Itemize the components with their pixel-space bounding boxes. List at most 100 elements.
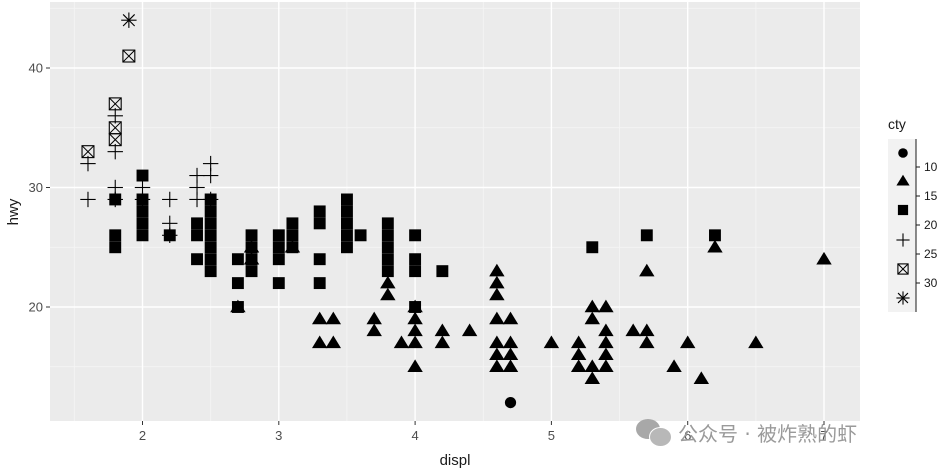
data-point	[107, 143, 123, 160]
data-point	[341, 205, 353, 218]
data-point	[489, 335, 505, 349]
x-tick-label: 2	[139, 428, 146, 443]
data-point	[639, 263, 655, 277]
data-point	[286, 229, 299, 242]
data-point	[341, 217, 353, 230]
data-point	[272, 229, 285, 242]
data-point	[640, 229, 653, 242]
data-point	[204, 205, 217, 218]
data-point	[407, 323, 423, 337]
data-point	[313, 253, 326, 266]
watermark-text: 公众号 · 被炸熟的虾	[678, 422, 858, 446]
y-tick-label: 40	[29, 61, 43, 76]
legend-label: 20	[924, 218, 938, 232]
data-point	[272, 241, 285, 254]
data-point	[504, 397, 517, 409]
data-point	[313, 217, 326, 230]
data-point	[598, 323, 614, 337]
data-point	[107, 108, 123, 124]
data-point	[381, 253, 394, 266]
data-point	[204, 229, 217, 242]
data-point	[202, 155, 219, 172]
legend-label: 30	[924, 276, 938, 290]
gridlines	[50, 2, 860, 421]
data-point	[204, 253, 217, 266]
data-point	[502, 335, 519, 349]
legend-key-square-icon	[897, 204, 909, 216]
data-point	[407, 359, 423, 372]
data-point	[325, 311, 342, 325]
data-point	[434, 335, 451, 349]
data-point	[313, 205, 326, 218]
data-point	[666, 359, 682, 372]
legend-key-triangle-icon	[896, 174, 910, 186]
x-tick-label: 4	[411, 428, 418, 443]
data-point	[272, 253, 285, 266]
data-point	[81, 145, 95, 159]
legend-keys	[896, 148, 910, 305]
x-axis-title: displ	[440, 452, 471, 469]
data-point	[108, 97, 122, 111]
data-point	[366, 323, 382, 337]
watermark: 公众号 · 被炸熟的虾	[636, 418, 857, 447]
data-point	[366, 311, 382, 325]
data-point	[204, 241, 217, 254]
data-point	[80, 191, 96, 208]
data-point	[245, 241, 258, 254]
data-point	[231, 301, 244, 313]
data-point	[381, 217, 394, 230]
data-point	[191, 217, 203, 230]
y-axis-title: hwy	[5, 198, 22, 225]
data-point	[584, 371, 600, 384]
data-point	[381, 265, 394, 278]
data-point	[80, 155, 96, 172]
data-point	[204, 217, 217, 230]
data-point	[121, 12, 137, 28]
wechat-icon	[636, 418, 672, 447]
data-point	[189, 167, 205, 184]
data-point	[272, 277, 285, 290]
x-tick-label: 3	[275, 428, 282, 443]
data-point	[625, 323, 641, 337]
data-point	[381, 229, 394, 242]
data-point	[639, 335, 655, 349]
data-point	[341, 229, 353, 242]
data-point	[748, 335, 764, 349]
data-point	[245, 229, 258, 242]
legend-label: 15	[924, 189, 938, 203]
data-point	[136, 169, 149, 182]
data-point	[598, 299, 614, 313]
data-point	[489, 311, 505, 325]
data-point	[489, 347, 505, 361]
data-point	[598, 335, 614, 349]
data-point	[311, 335, 328, 349]
data-point	[136, 205, 149, 218]
data-point	[407, 311, 423, 325]
data-point	[231, 253, 244, 266]
data-point	[816, 251, 832, 265]
data-point	[341, 193, 353, 206]
data-point	[709, 229, 721, 242]
plot-panel	[50, 2, 860, 421]
y-tick-label: 30	[29, 180, 43, 195]
data-point	[109, 241, 122, 254]
data-point	[191, 253, 203, 266]
x-axis: 2 3 4 5 6 7	[139, 421, 828, 443]
legend-label: 25	[924, 247, 938, 261]
data-point	[489, 275, 505, 289]
legend-key-plus-icon	[896, 233, 910, 247]
data-point	[380, 287, 396, 301]
legend-key-circle-icon	[898, 148, 908, 158]
x-tick-label: 5	[548, 428, 555, 443]
x-tick-label: 6	[684, 428, 691, 443]
data-point	[162, 191, 178, 208]
data-point	[108, 133, 122, 147]
y-tick-label: 20	[29, 300, 43, 315]
data-point	[543, 335, 560, 349]
data-point	[502, 347, 519, 361]
legend-title: cty	[888, 116, 906, 132]
data-point	[584, 359, 600, 372]
data-point	[311, 311, 328, 325]
data-point	[489, 359, 505, 372]
